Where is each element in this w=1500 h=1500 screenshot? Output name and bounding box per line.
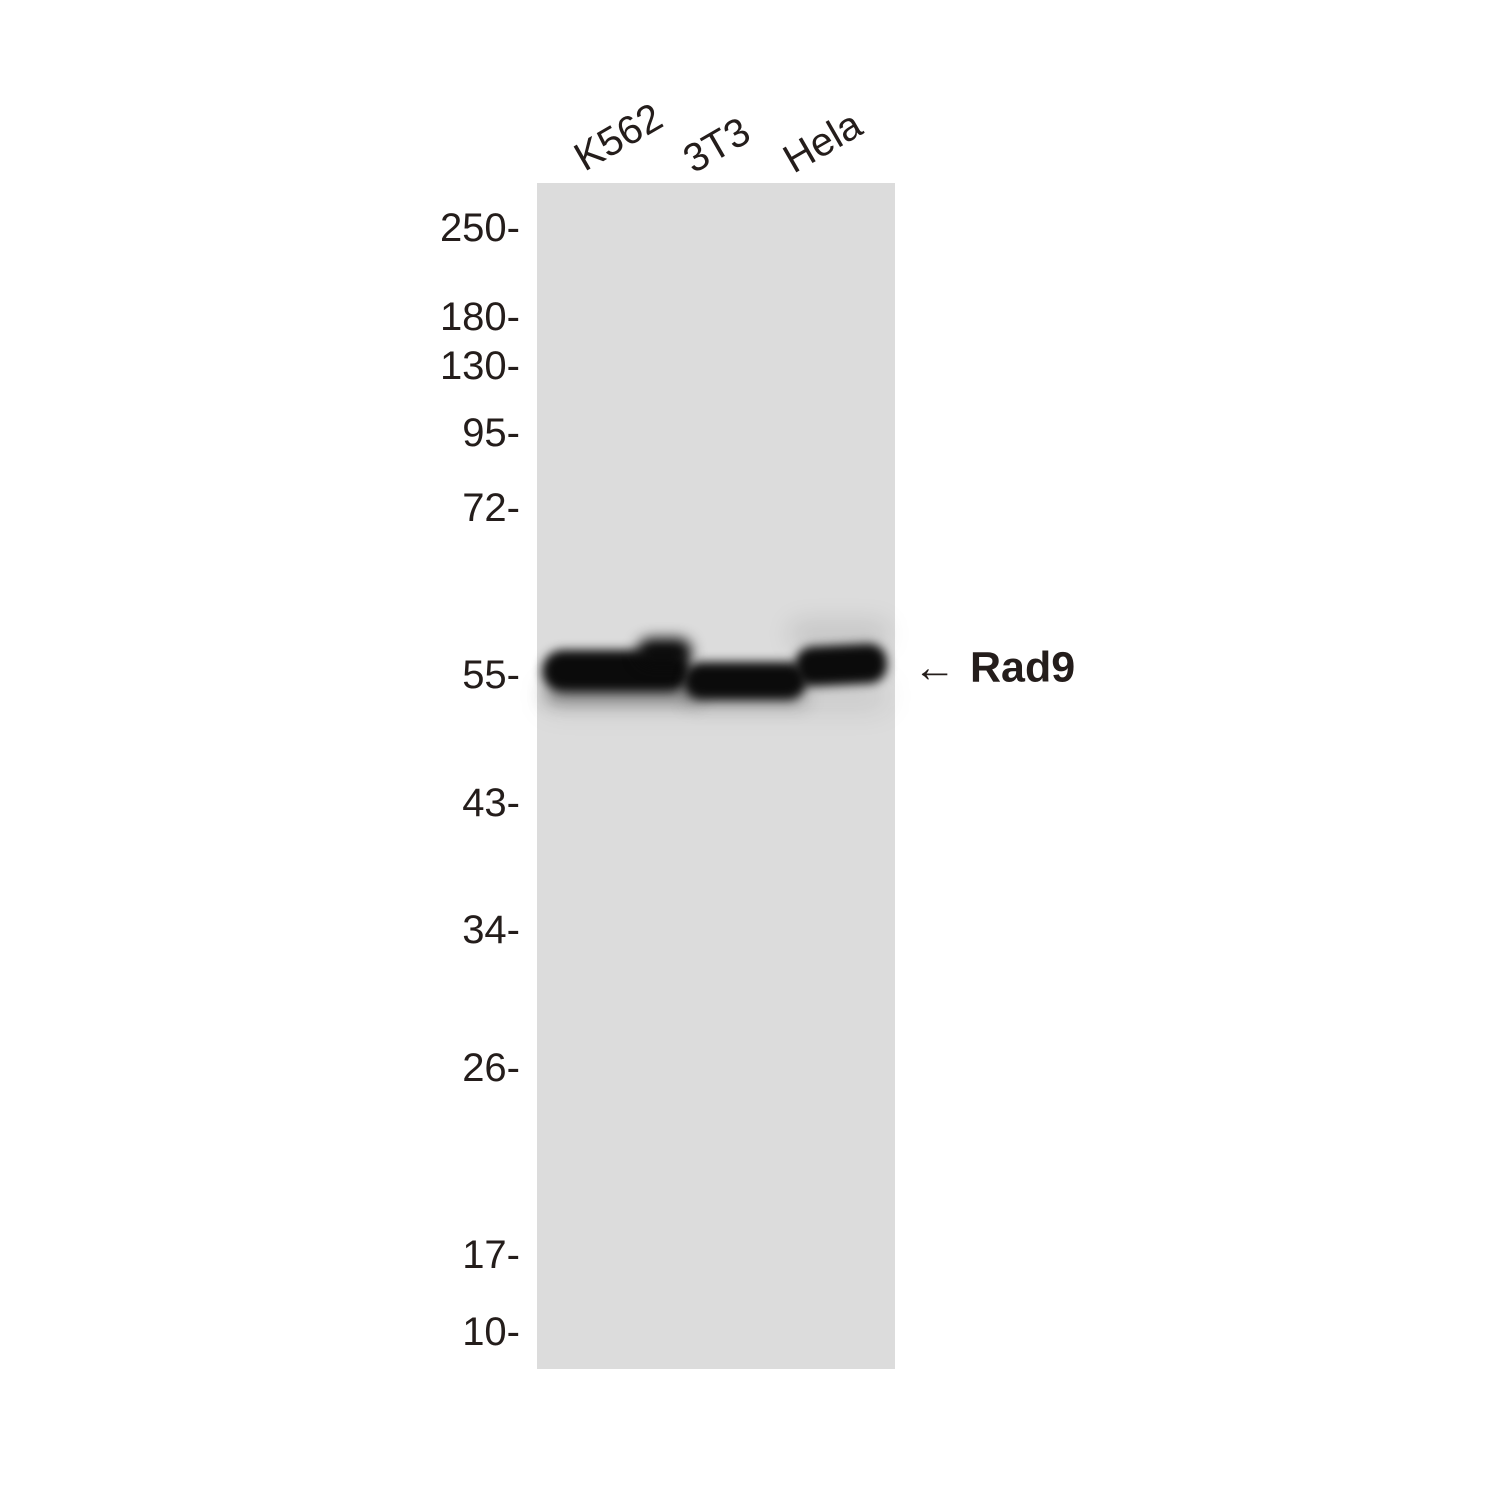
mw-marker-250: 250- bbox=[439, 206, 520, 250]
mw-marker-55: 55- bbox=[462, 653, 520, 697]
band-k562-upper-edge bbox=[637, 638, 692, 666]
mw-marker-10: 10- bbox=[462, 1310, 520, 1354]
band-hela bbox=[794, 642, 888, 688]
mw-marker-17: 17- bbox=[462, 1233, 520, 1277]
mw-marker-43: 43- bbox=[462, 781, 520, 825]
lane-label-hela: Hela bbox=[776, 102, 870, 182]
lane-label-3t3: 3T3 bbox=[676, 109, 758, 182]
blot-membrane bbox=[537, 183, 895, 1369]
mw-marker-26: 26- bbox=[462, 1046, 520, 1090]
band-3t3 bbox=[683, 662, 807, 700]
mw-marker-95: 95- bbox=[462, 411, 520, 455]
band-hela-haze bbox=[789, 621, 889, 647]
mw-marker-130: 130- bbox=[439, 344, 520, 388]
lane-label-k562: K562 bbox=[567, 94, 670, 180]
mw-marker-72: 72- bbox=[462, 486, 520, 530]
left-arrow-icon: ← bbox=[913, 643, 956, 692]
mw-marker-34: 34- bbox=[462, 908, 520, 952]
mw-marker-180: 180- bbox=[439, 295, 520, 339]
band-annotation: ← Rad9 bbox=[913, 643, 1076, 692]
protein-label: Rad9 bbox=[970, 643, 1076, 692]
